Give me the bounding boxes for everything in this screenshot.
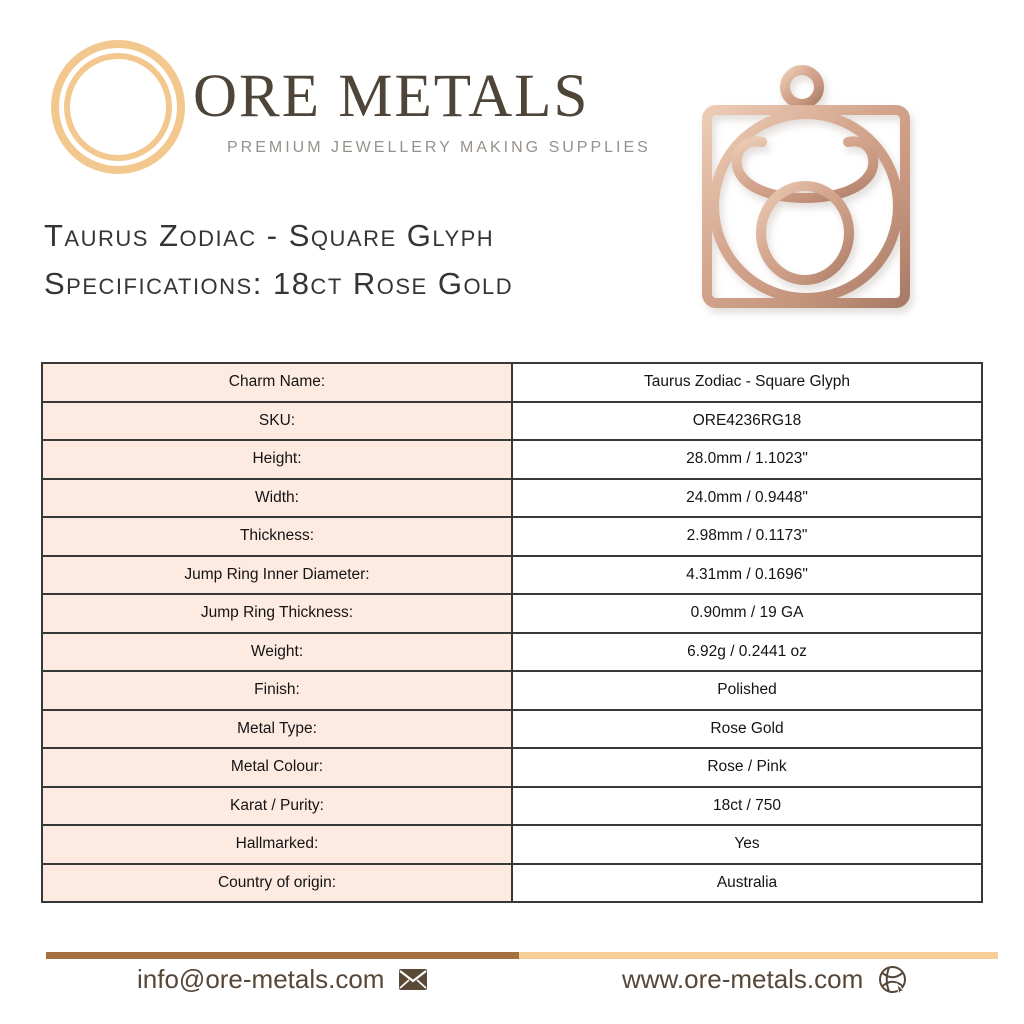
- spec-label-cell: Jump Ring Inner Diameter:: [41, 554, 513, 595]
- spec-table-row: Metal Type: Rose Gold: [41, 708, 983, 749]
- spec-value-cell: Polished: [511, 670, 983, 711]
- brand-tagline: PREMIUM JEWELLERY MAKING SUPPLIES: [227, 139, 651, 156]
- spec-table-row: Finish: Polished: [41, 670, 983, 711]
- inner-circle: [709, 109, 903, 303]
- spec-value-cell: Yes: [511, 824, 983, 865]
- footer-website-group: www.ore-metals.com: [622, 964, 908, 995]
- globe-icon: [879, 966, 907, 995]
- spec-label-cell: Charm Name:: [41, 362, 513, 403]
- spec-value-cell: 2.98mm / 0.1173": [511, 516, 983, 557]
- taurus-horns: [731, 136, 879, 204]
- spec-value-cell: 6.92g / 0.2441 oz: [511, 631, 983, 672]
- spec-value-cell: 4.31mm / 0.1696": [511, 554, 983, 595]
- spec-label-cell: Metal Colour:: [41, 747, 513, 788]
- spec-table-row: SKU: ORE4236RG18: [41, 400, 983, 441]
- spec-table-row: Country of origin: Australia: [41, 862, 983, 903]
- spec-label-cell: Country of origin:: [41, 862, 513, 903]
- spec-label-cell: Weight:: [41, 631, 513, 672]
- taurus-head: [756, 181, 854, 285]
- spec-label-cell: Thickness:: [41, 516, 513, 557]
- spec-table: Charm Name: Taurus Zodiac - Square Glyph S…: [41, 362, 983, 903]
- brand-logo-rings-icon: [51, 40, 185, 174]
- envelope-icon: [399, 969, 428, 990]
- website-url[interactable]: www.ore-metals.com: [622, 964, 864, 994]
- spec-table-row: Jump Ring Thickness: 0.90mm / 19 GA: [41, 593, 983, 634]
- spec-value-cell: 18ct / 750: [511, 785, 983, 826]
- footer-divider-brown-segment: [46, 952, 519, 959]
- spec-label-cell: Height:: [41, 439, 513, 480]
- email-address[interactable]: info@ore-metals.com: [137, 964, 385, 994]
- spec-table-row: Metal Colour: Rose / Pink: [41, 747, 983, 788]
- spec-table-row: Jump Ring Inner Diameter: 4.31mm / 0.1696…: [41, 554, 983, 595]
- spec-table-row: Hallmarked: Yes: [41, 824, 983, 865]
- product-image-taurus-charm: [702, 65, 910, 308]
- spec-value-cell: 24.0mm / 0.9448": [511, 477, 983, 518]
- spec-table-row: Charm Name: Taurus Zodiac - Square Glyph: [41, 362, 983, 403]
- footer-divider-gold-segment: [519, 952, 998, 959]
- spec-label-cell: Finish:: [41, 670, 513, 711]
- spec-value-cell: Taurus Zodiac - Square Glyph: [511, 362, 983, 403]
- spec-table-row: Thickness: 2.98mm / 0.1173": [41, 516, 983, 557]
- spec-label-cell: Jump Ring Thickness:: [41, 593, 513, 634]
- spec-value-cell: Australia: [511, 862, 983, 903]
- spec-value-cell: Rose / Pink: [511, 747, 983, 788]
- spec-table-row: Karat / Purity: 18ct / 750: [41, 785, 983, 826]
- spec-label-cell: Width:: [41, 477, 513, 518]
- spec-table-row: Width: 24.0mm / 0.9448": [41, 477, 983, 518]
- footer-divider: [46, 952, 998, 959]
- spec-table-body: Charm Name: Taurus Zodiac - Square Glyph S…: [41, 362, 983, 903]
- spec-label-cell: Metal Type:: [41, 708, 513, 749]
- footer-email-group: info@ore-metals.com: [137, 964, 428, 995]
- spec-label-cell: Hallmarked:: [41, 824, 513, 865]
- spec-value-cell: 0.90mm / 19 GA: [511, 593, 983, 634]
- spec-table-row: Weight: 6.92g / 0.2441 oz: [41, 631, 983, 672]
- spec-value-cell: Rose Gold: [511, 708, 983, 749]
- spec-table-row: Height: 28.0mm / 1.1023": [41, 439, 983, 480]
- spec-value-cell: ORE4236RG18: [511, 400, 983, 441]
- product-title: Taurus Zodiac - Square Glyph: [44, 218, 495, 253]
- spec-label-cell: Karat / Purity:: [41, 785, 513, 826]
- spec-value-cell: 28.0mm / 1.1023": [511, 439, 983, 480]
- brand-name: ORE METALS: [193, 63, 590, 130]
- charm-outline: [702, 65, 910, 308]
- product-subtitle: Specifications: 18ct Rose Gold: [44, 266, 514, 301]
- spec-label-cell: SKU:: [41, 400, 513, 441]
